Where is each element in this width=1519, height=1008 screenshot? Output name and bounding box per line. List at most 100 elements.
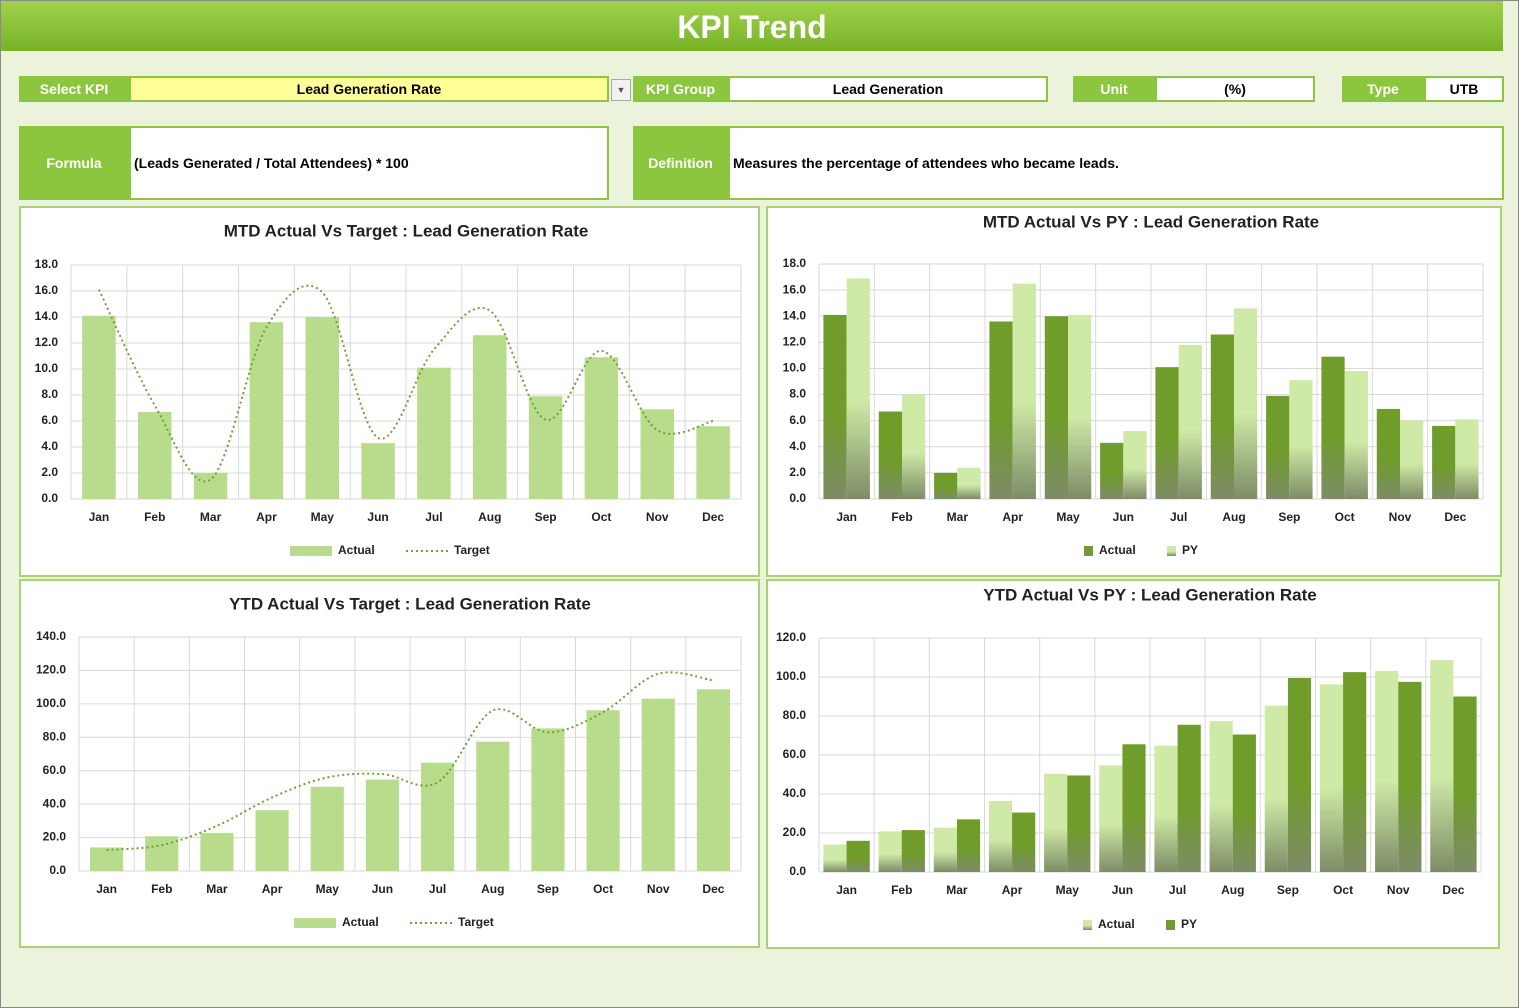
y-tick-label: 0.0 — [789, 491, 806, 505]
bar — [365, 779, 399, 871]
bar — [528, 396, 563, 499]
x-tick-label: May — [1056, 510, 1080, 524]
x-tick-label: Nov — [1389, 510, 1412, 524]
legend-label: Target — [458, 915, 494, 929]
y-tick-label: 18.0 — [783, 256, 807, 270]
bar — [901, 830, 925, 872]
bar — [1012, 812, 1036, 872]
x-tick-label: Jul — [1170, 510, 1187, 524]
bar — [200, 832, 234, 871]
legend-swatch — [1083, 920, 1092, 930]
bar — [1287, 677, 1312, 872]
x-tick-label: Apr — [256, 510, 277, 524]
x-tick-label: Mar — [206, 882, 228, 896]
bar — [1099, 765, 1123, 872]
legend-label: PY — [1182, 543, 1198, 557]
bar — [846, 278, 870, 499]
chart-title: MTD Actual Vs PY : Lead Generation Rate — [983, 212, 1319, 231]
y-tick-label: 0.0 — [49, 863, 66, 877]
y-tick-label: 20.0 — [43, 830, 67, 844]
dropdown-button[interactable]: ▼ — [611, 79, 631, 101]
y-tick-label: 16.0 — [783, 282, 807, 296]
bar — [1178, 344, 1202, 499]
y-tick-label: 12.0 — [35, 335, 59, 349]
formula-value: (Leads Generated / Total Attendees) * 10… — [129, 126, 609, 200]
field-label: Type — [1342, 76, 1424, 102]
bar — [1375, 670, 1399, 872]
bar — [1321, 356, 1345, 499]
bar — [82, 315, 116, 499]
y-tick-label: 100.0 — [776, 669, 806, 683]
bar — [531, 728, 565, 871]
x-tick-label: Oct — [1333, 883, 1353, 897]
x-tick-label: Aug — [481, 882, 504, 896]
legend-label: PY — [1181, 917, 1197, 931]
field-label: Select KPI — [19, 76, 129, 102]
bar — [640, 409, 674, 499]
bar — [696, 689, 730, 871]
x-tick-label: May — [1056, 883, 1080, 897]
legend-label: Actual — [1098, 917, 1135, 931]
y-tick-label: 140.0 — [36, 629, 66, 643]
legend-swatch — [1084, 546, 1093, 556]
bar — [988, 801, 1013, 872]
legend-label: Actual — [338, 543, 375, 557]
x-tick-label: Apr — [1002, 510, 1023, 524]
legend-label: Actual — [342, 915, 379, 929]
y-tick-label: 14.0 — [783, 308, 807, 322]
bar — [1430, 660, 1454, 872]
x-tick-label: Jan — [96, 882, 117, 896]
bar — [1266, 395, 1290, 499]
y-tick-label: 40.0 — [43, 796, 67, 810]
bar — [586, 710, 620, 871]
field-value: Lead Generation — [728, 76, 1048, 102]
bar — [1455, 419, 1479, 499]
bar — [1209, 721, 1233, 872]
x-tick-label: Mar — [947, 510, 969, 524]
bar — [1155, 367, 1179, 499]
x-tick-label: Jul — [1169, 883, 1186, 897]
bar — [476, 741, 510, 871]
kpi-select[interactable]: Lead Generation Rate — [129, 76, 609, 102]
x-tick-label: Feb — [891, 510, 912, 524]
y-tick-label: 120.0 — [776, 630, 806, 644]
y-tick-label: 80.0 — [783, 708, 807, 722]
y-tick-label: 100.0 — [36, 696, 66, 710]
bar — [361, 443, 395, 499]
bar — [1122, 744, 1146, 872]
y-tick-label: 10.0 — [35, 361, 59, 375]
bar — [1376, 408, 1400, 499]
x-tick-label: Apr — [1002, 883, 1023, 897]
y-tick-label: 2.0 — [789, 465, 806, 479]
bar — [1289, 380, 1313, 499]
x-tick-label: Nov — [1387, 883, 1410, 897]
bar — [249, 322, 284, 499]
y-tick-label: 6.0 — [41, 413, 58, 427]
bar — [1044, 773, 1068, 872]
x-tick-label: Oct — [1335, 510, 1355, 524]
bar — [255, 810, 289, 871]
y-tick-label: 18.0 — [35, 257, 59, 271]
x-tick-label: Jan — [836, 883, 857, 897]
definition-label: Definition — [633, 126, 728, 200]
bar — [878, 831, 902, 872]
y-tick-label: 60.0 — [783, 747, 807, 761]
chart-panel — [19, 206, 760, 577]
bar — [989, 321, 1013, 499]
bar — [933, 827, 957, 872]
x-tick-label: Mar — [946, 883, 968, 897]
y-tick-label: 8.0 — [789, 387, 806, 401]
line — [98, 284, 714, 483]
y-tick-label: 14.0 — [35, 309, 59, 323]
bar — [902, 394, 926, 499]
bar — [90, 847, 124, 871]
x-tick-label: Mar — [200, 510, 222, 524]
bar — [1123, 431, 1147, 499]
bar — [823, 844, 847, 872]
x-tick-label: Sep — [537, 882, 559, 896]
y-tick-label: 4.0 — [789, 439, 806, 453]
bar — [417, 367, 451, 499]
x-tick-label: Jul — [429, 882, 446, 896]
